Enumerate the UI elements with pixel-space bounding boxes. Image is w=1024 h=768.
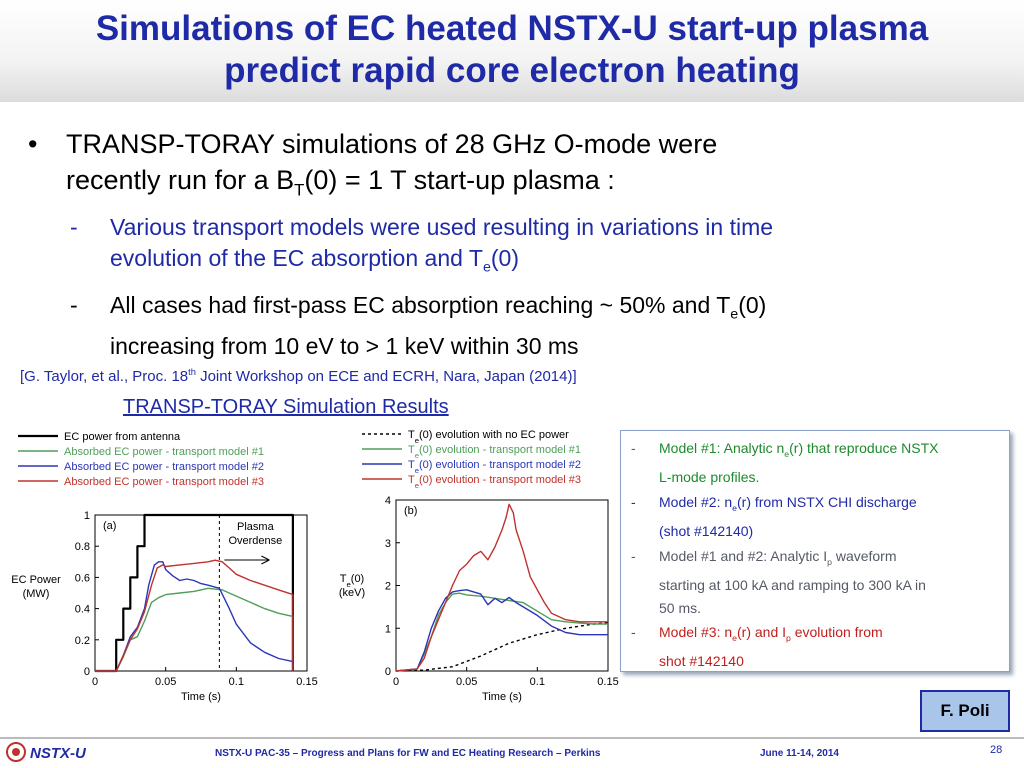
model-1-2-line-2: starting at 100 kA and ramping to 300 kA… (659, 576, 926, 593)
y-tick-label-0: 0.8 (75, 541, 90, 553)
legend-label-0-3: Absorbed EC power - transport model #3 (64, 476, 264, 488)
y-tick-label-0: 1 (84, 510, 90, 522)
title-line-2: predict rapid core electron heating (224, 51, 800, 90)
dash: - (70, 292, 78, 318)
legend-label-0-2: Absorbed EC power - transport model #2 (64, 461, 264, 473)
sub-bullet-2-text: All cases had first-pass EC absorption r… (110, 290, 970, 362)
logo-text: NSTX-U (30, 745, 87, 762)
main-bullet-line-1: TRANSP-TORAY simulations of 28 GHz O-mod… (66, 129, 718, 159)
citation: [G. Taylor, et al., Proc. 18th Joint Wor… (20, 367, 577, 385)
y-tick-label-1: 2 (385, 581, 391, 593)
model-3-text: Model #3: ne(r) and Ip evolution from sh… (659, 621, 1001, 673)
simulation-results-header: TRANSP-TORAY Simulation Results (123, 396, 449, 418)
credit-badge: F. Poli (920, 690, 1010, 732)
sub-bullet-1-line-1: Various transport models were used resul… (110, 214, 774, 240)
legend-label-1-3: Te(0) evolution - transport model #3 (408, 474, 581, 490)
dash: - (631, 624, 636, 640)
model-3-line-1: Model #3: ne(r) and Ip evolution from (659, 624, 883, 643)
dash: - (631, 548, 636, 564)
x-axis-label-0: Time (s) (181, 691, 221, 703)
y-tick-label-0: 0.4 (75, 604, 90, 616)
y-tick-label-1: 4 (385, 495, 391, 507)
panel-label-0: (a) (103, 520, 116, 532)
model-1-line-2: L-mode profiles. (659, 468, 760, 485)
series-line-1-0 (395, 622, 609, 672)
y-axis-label-line-1: EC Power (11, 574, 61, 586)
y-axis-label-line-1: Te(0) (340, 573, 364, 589)
footer-date: June 11-14, 2014 (760, 748, 839, 759)
model-1-2-line-3: 50 ms. (659, 599, 702, 616)
legend-label-1-1: Te(0) evolution - transport model #1 (408, 444, 581, 460)
y-axis-label-line-2: (keV) (339, 587, 365, 599)
y-tick-label-0: 0.6 (75, 572, 90, 584)
charts-figure: EC power from antenna Absorbed EC power -… (11, 429, 618, 703)
series-line-0-0 (95, 513, 294, 673)
x-tick-label-1: 0.1 (530, 676, 545, 688)
series-line-1-1 (395, 592, 608, 672)
series-line-0-1 (95, 587, 294, 672)
model-1-2-line-1: Model #1 and #2: Analytic Ip waveform (659, 548, 897, 567)
annotation-arrow-head (261, 555, 270, 565)
nstx-u-logo: NSTX-U (6, 742, 87, 762)
model-1-text: Model #1: Analytic ne(r) that reproduce … (659, 437, 1001, 489)
series-line-1-3 (395, 503, 608, 672)
x-axis-label-1: Time (s) (482, 691, 522, 703)
x-tick-label-0: 0.15 (296, 676, 317, 688)
y-tick-label-1: 0 (385, 666, 391, 678)
model-description-box: - Model #1: Analytic ne(r) that reproduc… (620, 430, 1010, 672)
x-tick-label-1: 0 (393, 676, 399, 688)
annotation-line-1: Plasma (237, 521, 275, 533)
y-tick-label-0: 0 (84, 666, 90, 678)
y-axis-label-line-2: (MW) (23, 588, 50, 600)
dash: - (631, 440, 636, 456)
sub-bullet-2-line-1: All cases had first-pass EC absorption r… (110, 292, 767, 323)
x-tick-label-1: 0.05 (456, 676, 477, 688)
model-3-line-2: shot #142140 (659, 652, 744, 669)
model-1-2-text: Model #1 and #2: Analytic Ip waveform st… (659, 545, 1001, 620)
y-tick-label-1: 3 (385, 538, 391, 550)
main-bullet-line-2: recently run for a BT(0) = 1 T start-up … (66, 165, 615, 200)
dash: - (70, 214, 78, 240)
panel-label-1: (b) (404, 505, 417, 517)
page-number: 28 (990, 744, 1003, 756)
model-2-line-1: Model #2: ne(r) from NSTX CHI discharge (659, 494, 917, 513)
x-tick-label-1: 0.15 (597, 676, 618, 688)
title-line-1: Simulations of EC heated NSTX-U start-up… (95, 9, 929, 48)
legend-label-0-1: Absorbed EC power - transport model #1 (64, 446, 264, 458)
sub-bullet-1-text: Various transport models were used resul… (110, 212, 970, 284)
y-tick-label-0: 0.2 (75, 635, 90, 647)
x-tick-label-0: 0.05 (155, 676, 176, 688)
model-2-line-2: (shot #142140) (659, 522, 754, 539)
sub-bullet-2-line-2: increasing from 10 eV to > 1 keV within … (110, 332, 579, 359)
dash: - (631, 494, 636, 510)
legend-label-1-2: Te(0) evolution - transport model #2 (408, 459, 581, 475)
legend-label-0-0: EC power from antenna (64, 431, 181, 443)
footer-divider (0, 737, 1024, 739)
sub-bullet-1-line-2: evolution of the EC absorption and Te(0) (110, 245, 519, 276)
x-tick-label-0: 0.1 (229, 676, 244, 688)
bullet-dot: • (28, 129, 38, 159)
x-tick-label-0: 0 (92, 676, 98, 688)
slide-title: Simulations of EC heated NSTX-U start-up… (0, 8, 1024, 92)
series-line-0-3 (95, 559, 294, 672)
legend-label-1-0: Te(0) evolution with no EC power (408, 429, 569, 445)
series-line-1-2 (395, 589, 608, 672)
y-tick-label-1: 1 (385, 623, 391, 635)
title-bar (0, 0, 1024, 102)
annotation-line-2: Overdense (228, 535, 282, 547)
model-1-line-1: Model #1: Analytic ne(r) that reproduce … (659, 440, 939, 459)
model-2-text: Model #2: ne(r) from NSTX CHI discharge … (659, 491, 1001, 543)
main-bullet-text: TRANSP-TORAY simulations of 28 GHz O-mod… (66, 126, 966, 208)
footer-text: NSTX-U PAC-35 – Progress and Plans for F… (215, 748, 601, 759)
